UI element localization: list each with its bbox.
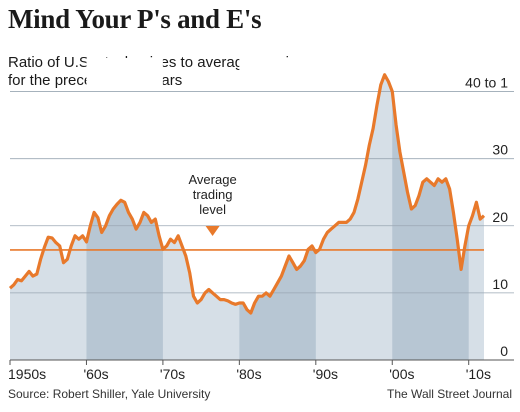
y-axis-labels: 0 10 20 30 40 to 1	[465, 75, 508, 359]
gridlines	[10, 91, 514, 294]
y-tick-label-40: 40 to 1	[465, 75, 508, 91]
y-tick-label-20: 20	[492, 209, 508, 225]
x-tick-label-2000: '00s	[389, 366, 414, 382]
x-tick-label-2010: '10s	[466, 366, 491, 382]
pe-ratio-line	[8, 73, 486, 315]
x-tick-label-1950: 1950s	[8, 366, 46, 382]
x-axis-labels: 1950s '60s '70s '80s '90s '00s '10s	[8, 360, 491, 382]
x-tick-label-1970: '70s	[160, 366, 185, 382]
y-tick-label-10: 10	[492, 276, 508, 292]
x-tick-label-1960: '60s	[83, 366, 108, 382]
chart-title: Mind Your P's and E's	[8, 4, 262, 34]
source-note: Source: Robert Shiller, Yale University	[8, 387, 211, 401]
average-annotation: Average trading level	[189, 172, 237, 236]
y-tick-label-0: 0	[500, 343, 508, 359]
average-label-line-2: trading	[193, 187, 233, 202]
y-tick-label-30: 30	[492, 142, 508, 158]
average-arrow-icon	[205, 226, 220, 236]
publisher-credit: The Wall Street Journal	[387, 387, 512, 401]
x-tick-label-1990: '90s	[313, 366, 338, 382]
average-label-line-1: Average	[189, 172, 237, 187]
average-label-line-3: level	[199, 202, 226, 217]
x-tick-label-1980: '80s	[236, 366, 261, 382]
